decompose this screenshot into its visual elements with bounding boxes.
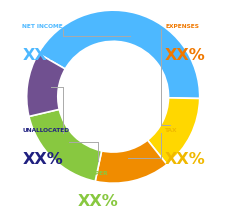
Wedge shape [29,109,102,181]
Text: XX%: XX% [22,152,63,167]
Text: EXPENSES: EXPENSES [165,24,199,29]
Text: UNALLOCATED: UNALLOCATED [22,128,69,133]
Text: TAX: TAX [165,128,178,133]
Text: XX%: XX% [77,194,118,209]
Wedge shape [95,140,167,183]
Text: NET INCOME: NET INCOME [22,24,63,29]
Text: XX%: XX% [22,48,63,63]
Wedge shape [38,10,200,98]
Wedge shape [27,53,65,117]
Text: SUPER: SUPER [87,171,108,176]
Text: XX%: XX% [165,48,206,63]
Wedge shape [148,98,200,164]
Text: XX%: XX% [165,152,206,167]
